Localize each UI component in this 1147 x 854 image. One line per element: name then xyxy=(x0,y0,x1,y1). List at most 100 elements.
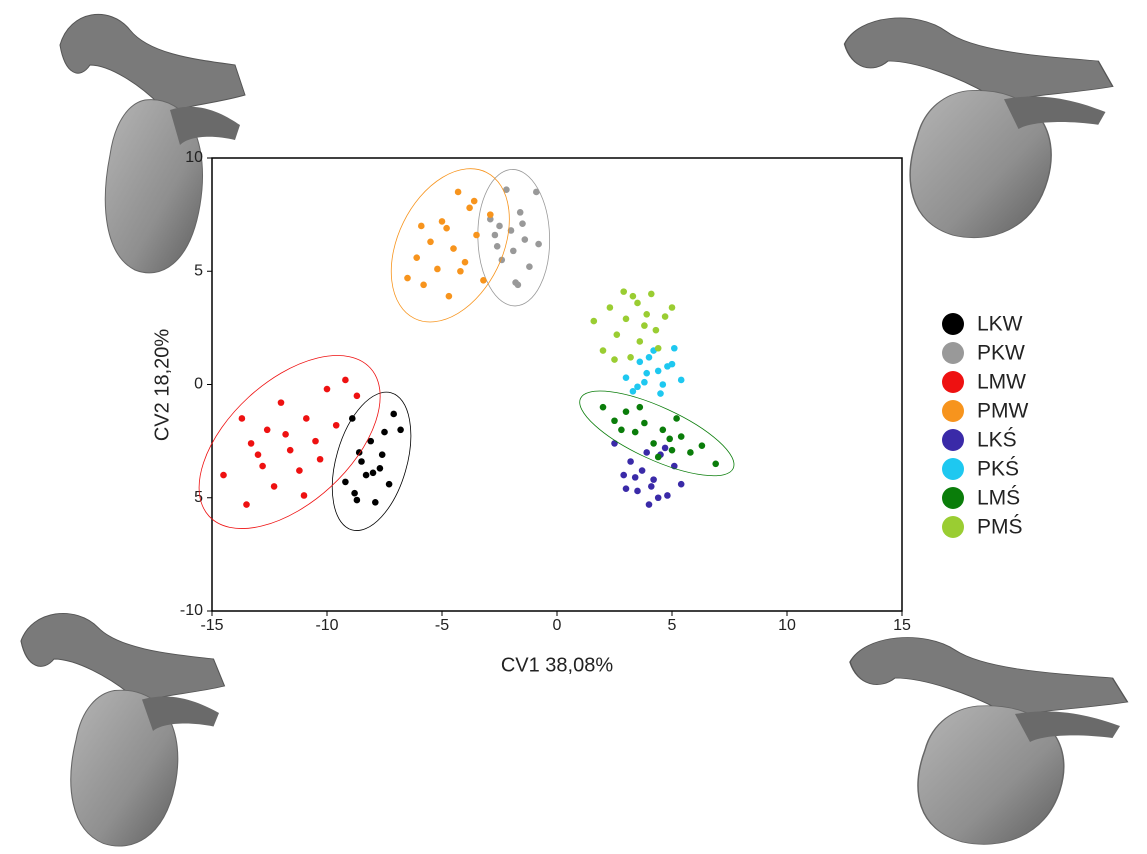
data-point xyxy=(397,427,404,434)
data-point xyxy=(372,499,379,506)
data-point xyxy=(535,241,542,248)
data-point xyxy=(620,288,627,295)
data-point xyxy=(517,209,524,216)
x-tick-label: 10 xyxy=(778,617,796,634)
x-tick-label: 15 xyxy=(893,617,911,634)
data-point xyxy=(462,259,469,266)
data-point xyxy=(354,497,361,504)
data-point xyxy=(455,189,462,196)
data-point xyxy=(259,463,266,470)
data-point xyxy=(643,449,650,456)
data-point xyxy=(351,490,358,497)
x-tick-label: -5 xyxy=(435,617,449,634)
data-point xyxy=(637,338,644,345)
data-point xyxy=(664,492,671,499)
y-tick-label: 0 xyxy=(194,376,203,393)
data-point xyxy=(650,476,657,483)
data-point xyxy=(264,427,271,434)
data-point xyxy=(278,399,285,406)
data-point xyxy=(282,431,289,438)
data-point xyxy=(515,282,522,289)
legend-label: LKW xyxy=(977,313,1023,336)
data-point xyxy=(618,427,625,434)
data-point xyxy=(390,411,397,418)
data-point xyxy=(646,501,653,508)
data-point xyxy=(496,223,503,230)
data-point xyxy=(712,460,719,467)
data-point xyxy=(637,404,644,411)
data-point xyxy=(632,429,639,436)
data-point xyxy=(522,236,529,243)
data-point xyxy=(648,483,655,490)
legend-marker xyxy=(942,429,964,451)
y-tick-label: -10 xyxy=(180,602,203,619)
legend-label: LKŚ xyxy=(977,428,1017,452)
data-point xyxy=(669,304,676,311)
data-point xyxy=(354,393,361,400)
data-point xyxy=(627,354,634,361)
data-point xyxy=(655,454,662,461)
data-point xyxy=(220,472,227,479)
data-point xyxy=(600,404,607,411)
data-point xyxy=(480,277,487,284)
data-point xyxy=(446,293,453,300)
data-point xyxy=(420,282,427,289)
data-point xyxy=(671,345,678,352)
legend-marker xyxy=(942,342,964,364)
data-point xyxy=(660,427,667,434)
data-point xyxy=(660,381,667,388)
data-point xyxy=(641,379,648,386)
data-point xyxy=(687,449,694,456)
plot-frame xyxy=(212,158,902,611)
data-point xyxy=(519,220,526,227)
data-point xyxy=(287,447,294,454)
legend-label: LMW xyxy=(977,371,1026,394)
legend-marker xyxy=(942,487,964,509)
data-point xyxy=(669,361,676,368)
legend-label: PKŚ xyxy=(977,457,1019,481)
page: {"chart_data": {"type": "scatter", "xlab… xyxy=(0,0,1147,854)
data-point xyxy=(443,225,450,232)
legend-label: PMŚ xyxy=(977,515,1023,539)
data-point xyxy=(623,316,630,323)
data-point xyxy=(648,291,655,298)
bone-image xyxy=(21,613,225,846)
data-point xyxy=(386,481,393,488)
data-point xyxy=(342,479,349,486)
data-point xyxy=(643,370,650,377)
data-point xyxy=(623,408,630,415)
data-point xyxy=(427,239,434,246)
legend-marker xyxy=(942,400,964,422)
data-point xyxy=(662,445,669,452)
data-point xyxy=(324,386,331,393)
data-point xyxy=(510,248,517,255)
legend-marker xyxy=(942,516,964,538)
data-point xyxy=(381,429,388,436)
data-point xyxy=(413,254,420,261)
y-tick-label: 5 xyxy=(194,262,203,279)
data-point xyxy=(614,331,621,338)
x-tick-label: -10 xyxy=(315,617,338,634)
data-point xyxy=(650,440,657,447)
data-point xyxy=(646,354,653,361)
data-point xyxy=(377,465,384,472)
x-axis-title: CV1 38,08% xyxy=(501,654,614,676)
data-point xyxy=(487,211,494,218)
data-point xyxy=(634,488,641,495)
data-point xyxy=(600,347,607,354)
data-point xyxy=(312,438,319,445)
data-point xyxy=(591,318,598,325)
legend-label: LMŚ xyxy=(977,486,1020,510)
data-point xyxy=(620,472,627,479)
data-point xyxy=(643,311,650,318)
data-point xyxy=(303,415,310,422)
data-point xyxy=(641,420,648,427)
data-point xyxy=(379,451,386,458)
data-point xyxy=(349,415,356,422)
data-point xyxy=(317,456,324,463)
chart: CV1 38,08% CV2 18,20% -15-10-5051015-105… xyxy=(0,0,1147,854)
data-point xyxy=(637,359,644,366)
legend-marker xyxy=(942,313,964,335)
legend-label: PMW xyxy=(977,400,1029,423)
data-point xyxy=(623,374,630,381)
